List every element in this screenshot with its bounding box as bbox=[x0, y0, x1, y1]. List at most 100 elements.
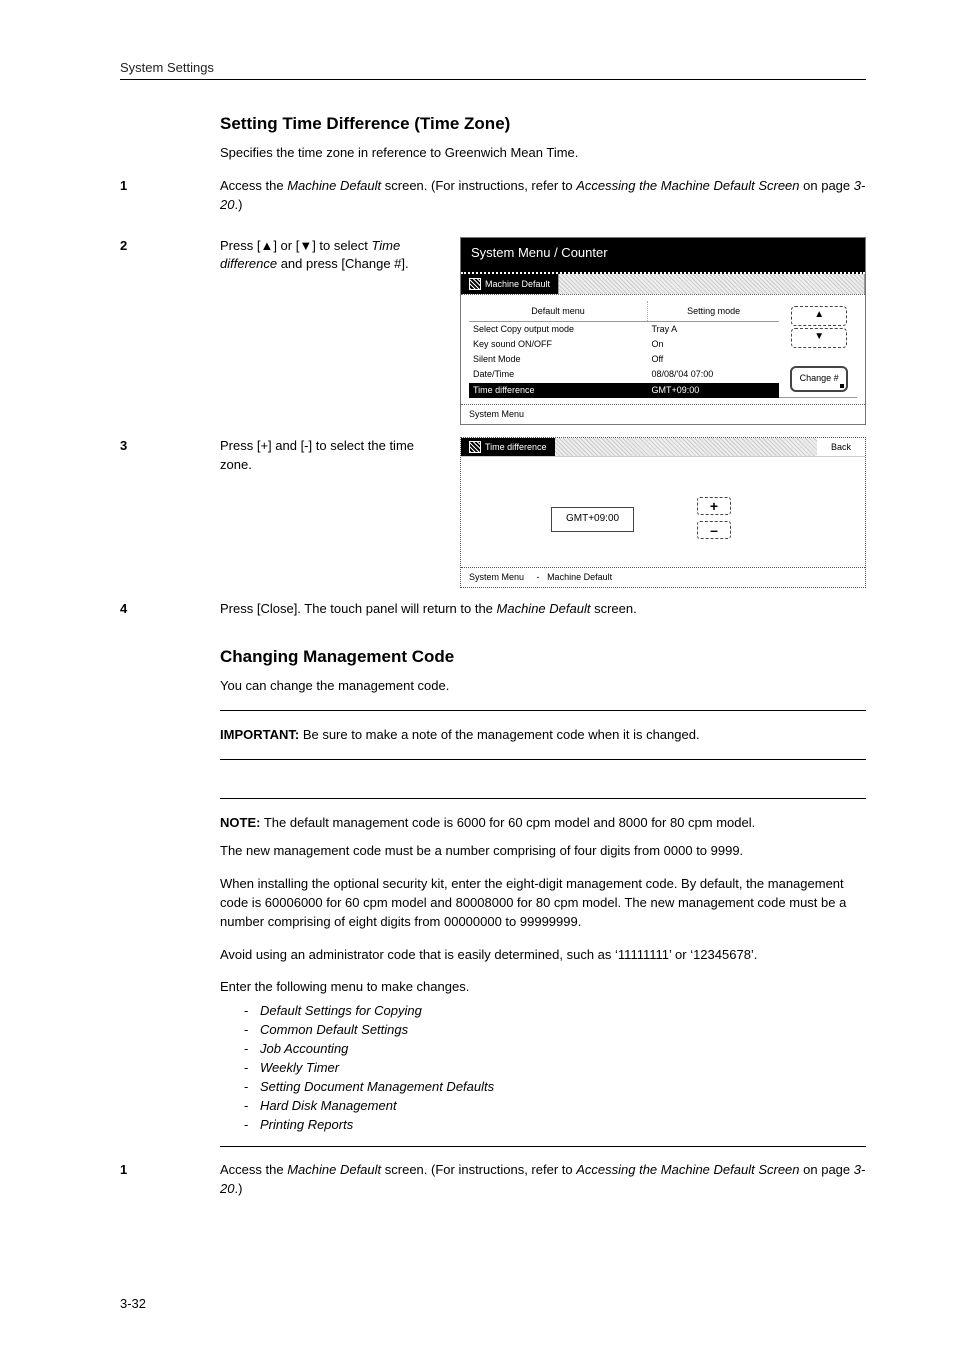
note-block: NOTE: The default management code is 600… bbox=[220, 813, 866, 833]
step-2: 2 Press [▲] or [▼] to select Time differ… bbox=[120, 237, 866, 426]
step-3: 3 Press [+] and [-] to select the time z… bbox=[120, 437, 866, 588]
list-item: Hard Disk Management bbox=[244, 1098, 866, 1113]
hatch-icon bbox=[469, 278, 481, 290]
back-button[interactable]: Back bbox=[817, 438, 865, 456]
cell: 08/08/'04 07:00 bbox=[647, 367, 779, 382]
important-label: IMPORTANT: bbox=[220, 727, 299, 742]
cell: On bbox=[647, 337, 779, 352]
divider bbox=[220, 798, 866, 799]
paragraph: When installing the optional security ki… bbox=[220, 875, 866, 932]
t: Access the bbox=[220, 178, 287, 193]
cell: GMT+09:00 bbox=[647, 383, 779, 398]
col-setting-mode: Setting mode bbox=[647, 301, 779, 321]
step-1: 1 Access the Machine Default screen. (Fo… bbox=[120, 177, 866, 225]
timezone-value: GMT+09:00 bbox=[551, 507, 634, 532]
intro-text: Specifies the time zone in reference to … bbox=[220, 144, 866, 163]
intro-text: You can change the management code. bbox=[220, 677, 866, 696]
paragraph: Enter the following menu to make changes… bbox=[220, 978, 866, 997]
t: and press [Change #]. bbox=[277, 256, 409, 271]
figure-breadcrumb: System Menu - Machine Default bbox=[461, 567, 865, 587]
divider bbox=[220, 710, 866, 711]
t: on page bbox=[800, 1162, 854, 1177]
step-number: 1 bbox=[120, 1161, 152, 1177]
step-number: 3 bbox=[120, 437, 152, 453]
step-number: 1 bbox=[120, 177, 152, 193]
step-4: 4 Press [Close]. The touch panel will re… bbox=[120, 600, 866, 629]
cell: Silent Mode bbox=[469, 352, 647, 367]
crumb-sep: - bbox=[537, 572, 540, 582]
t: Machine Default bbox=[497, 601, 591, 616]
page: System Settings Setting Time Difference … bbox=[0, 0, 954, 1351]
paragraph: The new management code must be a number… bbox=[220, 842, 866, 861]
t: on page bbox=[800, 178, 854, 193]
step-2-text: Press [▲] or [▼] to select Time differen… bbox=[220, 237, 442, 285]
tab-label: Time difference bbox=[485, 441, 547, 454]
t: Press [▲] or [▼] to select bbox=[220, 238, 371, 253]
t: screen. (For instructions, refer to bbox=[381, 1162, 576, 1177]
list-item: Weekly Timer bbox=[244, 1060, 866, 1075]
cell: Select Copy output mode bbox=[469, 321, 647, 337]
cell: Off bbox=[647, 352, 779, 367]
step-3-text: Press [+] and [-] to select the time zon… bbox=[220, 437, 442, 485]
t: screen. (For instructions, refer to bbox=[381, 178, 576, 193]
figure-tabs: Machine Default bbox=[461, 274, 865, 294]
section-time-difference: Setting Time Difference (Time Zone) Spec… bbox=[220, 114, 866, 163]
t: The default management code is 6000 for … bbox=[260, 815, 755, 830]
t: Press [Close]. The touch panel will retu… bbox=[220, 601, 497, 616]
t: Accessing the Machine Default Screen bbox=[576, 1162, 799, 1177]
section-management-code: Changing Management Code You can change … bbox=[220, 647, 866, 1147]
t: Press [+] and [-] to select the time zon… bbox=[220, 437, 442, 475]
running-head: System Settings bbox=[120, 60, 866, 80]
scroll-down-button[interactable]: ▼ bbox=[791, 328, 847, 348]
change-button[interactable]: Change # bbox=[790, 366, 848, 392]
cell: Key sound ON/OFF bbox=[469, 337, 647, 352]
step-4-text: Press [Close]. The touch panel will retu… bbox=[220, 600, 866, 619]
col-default-menu: Default menu bbox=[469, 301, 647, 321]
paragraph: Avoid using an administrator code that i… bbox=[220, 946, 866, 965]
step-number: 2 bbox=[120, 237, 152, 253]
minus-button[interactable]: – bbox=[697, 521, 731, 539]
t: .) bbox=[234, 1181, 242, 1196]
list-item: Common Default Settings bbox=[244, 1022, 866, 1037]
figure-machine-default: System Menu / Counter Machine Default bbox=[460, 237, 866, 426]
t: Machine Default bbox=[287, 178, 381, 193]
t: Accessing the Machine Default Screen bbox=[576, 178, 799, 193]
figure-title: System Menu / Counter bbox=[461, 238, 865, 275]
settings-table: Default menu Setting mode ▲ ▼ Change # bbox=[469, 301, 857, 398]
t: Machine Default bbox=[287, 1162, 381, 1177]
tab-fill bbox=[555, 438, 817, 456]
tab-machine-default[interactable]: Machine Default bbox=[461, 274, 559, 294]
list-item: Setting Document Management Defaults bbox=[244, 1079, 866, 1094]
t: screen. bbox=[590, 601, 636, 616]
divider bbox=[220, 759, 866, 760]
cell: Time difference bbox=[469, 383, 647, 398]
t: Be sure to make a note of the management… bbox=[299, 727, 699, 742]
hatch-icon bbox=[469, 441, 481, 453]
t: .) bbox=[234, 197, 242, 212]
list-item: Job Accounting bbox=[244, 1041, 866, 1056]
list-item: Printing Reports bbox=[244, 1117, 866, 1132]
scroll-up-button[interactable]: ▲ bbox=[791, 306, 847, 326]
heading-time-difference: Setting Time Difference (Time Zone) bbox=[220, 114, 866, 134]
heading-management-code: Changing Management Code bbox=[220, 647, 866, 667]
page-number: 3-32 bbox=[120, 1296, 146, 1311]
plus-button[interactable]: + bbox=[697, 497, 731, 515]
mgmt-step-1-text: Access the Machine Default screen. (For … bbox=[220, 1161, 866, 1199]
list-item: Default Settings for Copying bbox=[244, 1003, 866, 1018]
tab-time-difference: Time difference bbox=[461, 438, 555, 456]
figure-time-difference: Time difference Back GMT+09:00 + – bbox=[460, 437, 866, 588]
divider bbox=[220, 1146, 866, 1147]
crumb: System Menu bbox=[469, 572, 524, 582]
tab-label: Machine Default bbox=[485, 278, 550, 291]
crumb: Machine Default bbox=[547, 572, 612, 582]
mgmt-step-1: 1 Access the Machine Default screen. (Fo… bbox=[120, 1161, 866, 1209]
cell: Date/Time bbox=[469, 367, 647, 382]
t: Access the bbox=[220, 1162, 287, 1177]
cell: Tray A bbox=[647, 321, 779, 337]
step-1-text: Access the Machine Default screen. (For … bbox=[220, 177, 866, 215]
note-label: NOTE: bbox=[220, 815, 260, 830]
important-note: IMPORTANT: Be sure to make a note of the… bbox=[220, 725, 866, 745]
menu-list: Default Settings for Copying Common Defa… bbox=[244, 1003, 866, 1132]
step-number: 4 bbox=[120, 600, 152, 616]
figure-breadcrumb: System Menu bbox=[461, 404, 865, 424]
